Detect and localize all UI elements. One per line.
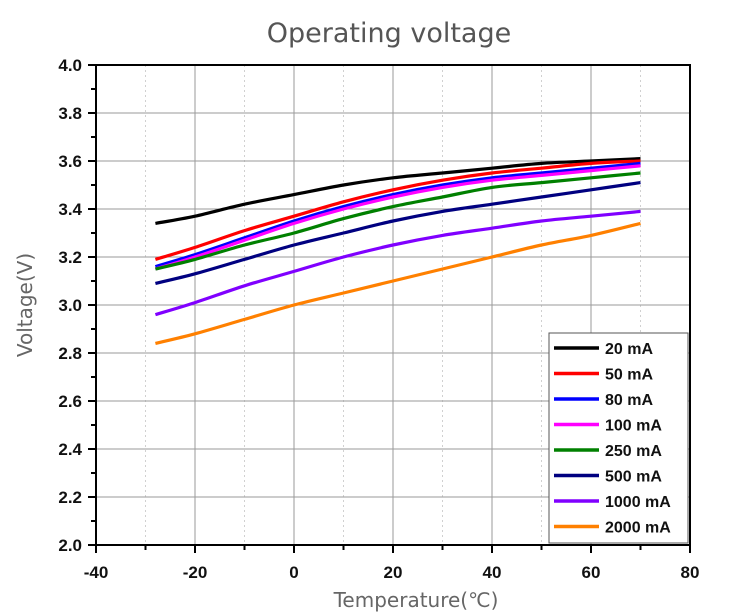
y-tick-label: 4.0	[58, 56, 82, 75]
series-line-1000ma	[154, 209, 641, 317]
legend-label: 80 mA	[605, 392, 653, 409]
x-tick-label: 80	[681, 563, 700, 582]
series-line-20ma	[155, 157, 641, 225]
x-tick-label: 60	[582, 563, 601, 582]
tick-labels: 2.0 2.2 2.4 2.6 2.8 3.0 3.2 3.4 3.6 3.8 4.0 -40 -20 0…	[58, 56, 699, 582]
legend-label: 1000 mA	[605, 494, 671, 511]
y-tick-label: 2.2	[58, 488, 82, 507]
legend-label: 250 mA	[605, 443, 662, 460]
series-layer	[154, 157, 641, 345]
legend-label: 2000 mA	[605, 520, 671, 537]
x-tick-label: 40	[483, 563, 502, 582]
axes	[88, 64, 691, 553]
series-line-500ma	[155, 181, 641, 285]
x-tick-label: -40	[84, 563, 109, 582]
legend-label: 50 mA	[605, 367, 653, 384]
y-tick-label: 3.0	[58, 296, 82, 315]
series-line-2000ma	[155, 221, 641, 345]
y-tick-label: 2.0	[58, 536, 82, 555]
series-line-50ma	[154, 159, 641, 261]
legend: 20 mA 50 mA 80 mA 100 mA 250 mA 500 mA 1000 mA…	[548, 332, 689, 544]
x-tick-label: 20	[384, 563, 403, 582]
x-axis-label: Temperature(℃)	[333, 588, 499, 612]
y-tick-label: 2.8	[58, 344, 82, 363]
chart-title: Operating voltage	[267, 18, 511, 49]
legend-box	[548, 332, 689, 544]
y-tick-label: 2.4	[58, 440, 82, 459]
y-tick-label: 2.6	[58, 392, 82, 411]
series-line-100ma	[154, 164, 641, 271]
y-tick-label: 3.6	[58, 152, 82, 171]
y-tick-label: 3.4	[58, 200, 82, 219]
series-line-80ma	[154, 161, 641, 269]
x-tick-label: 0	[289, 563, 298, 582]
series-line-250ma	[155, 171, 641, 271]
y-axis-label: Voltage(V)	[13, 253, 37, 357]
x-tick-label: -20	[183, 563, 208, 582]
legend-label: 100 mA	[605, 418, 662, 435]
y-tick-label: 3.8	[58, 104, 82, 123]
y-tick-label: 3.2	[58, 248, 82, 267]
legend-label: 500 mA	[605, 469, 662, 486]
legend-label: 20 mA	[605, 341, 653, 358]
